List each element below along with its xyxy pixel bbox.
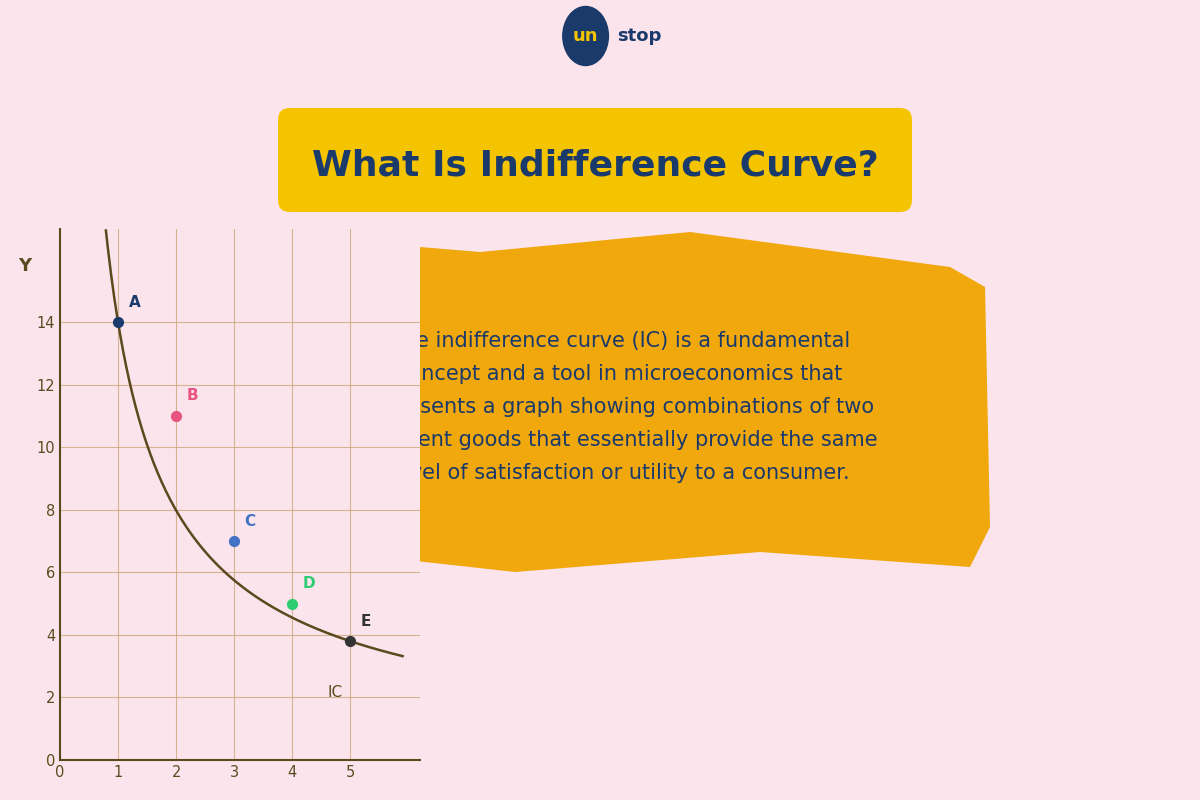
Text: What Is Indifference Curve?: What Is Indifference Curve? bbox=[312, 148, 878, 182]
Text: C: C bbox=[245, 514, 256, 529]
Point bbox=[283, 598, 302, 610]
Text: E: E bbox=[361, 614, 371, 629]
Polygon shape bbox=[256, 232, 990, 572]
Text: Y: Y bbox=[18, 257, 31, 275]
Point bbox=[167, 410, 186, 422]
Text: D: D bbox=[302, 576, 316, 591]
Text: un: un bbox=[572, 27, 599, 45]
Point bbox=[224, 534, 244, 547]
FancyBboxPatch shape bbox=[278, 108, 912, 212]
Text: stop: stop bbox=[617, 27, 661, 45]
Text: The indifference curve (IC) is a fundamental
concept and a tool in microeconomic: The indifference curve (IC) is a fundame… bbox=[362, 331, 877, 482]
Point bbox=[108, 316, 127, 329]
Ellipse shape bbox=[563, 6, 608, 66]
Text: IC: IC bbox=[328, 686, 342, 701]
Point bbox=[341, 635, 360, 648]
Text: A: A bbox=[128, 294, 140, 310]
Text: B: B bbox=[186, 389, 198, 403]
